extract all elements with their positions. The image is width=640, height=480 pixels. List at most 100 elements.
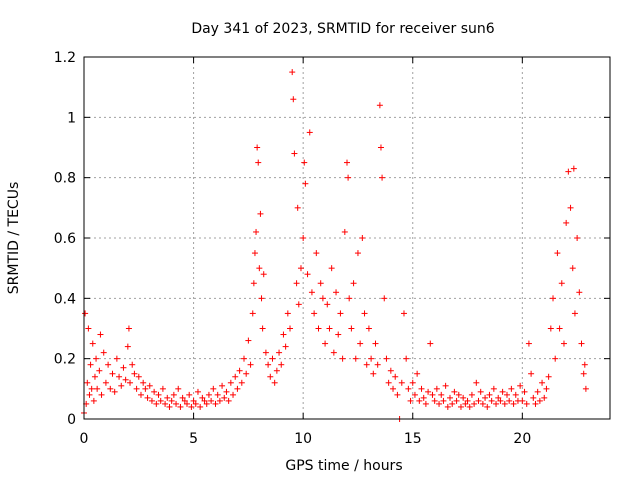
data-point [429,391,436,398]
data-point [188,403,195,410]
data-point [94,385,101,392]
data-point [523,400,530,407]
data-point [563,219,570,226]
data-point [291,150,298,157]
data-point [256,265,263,272]
data-point [214,391,221,398]
data-point [517,382,524,389]
data-point [455,391,462,398]
data-point [438,391,445,398]
data-point [462,400,469,407]
data-point [558,280,565,287]
data-point [201,397,208,404]
data-point [153,400,160,407]
data-point [282,343,289,350]
data-point [376,102,383,109]
chart-title: Day 341 of 2023, SRMTID for receiver sun… [191,21,494,37]
data-point [528,370,535,377]
data-point [258,295,265,302]
data-point [466,403,473,410]
plot-frame [83,56,611,420]
data-point [203,400,210,407]
data-point [111,388,118,395]
data-point [409,379,416,386]
data-point [93,355,100,362]
data-point [387,367,394,374]
data-point [107,385,114,392]
data-point [100,349,107,356]
data-point [159,385,166,392]
data-point [212,400,219,407]
data-point [190,397,197,404]
data-point [273,367,280,374]
data-point [532,400,539,407]
data-point [501,400,508,407]
data-point [311,310,318,317]
data-point [255,159,262,166]
data-point [271,379,278,386]
data-point [460,394,467,401]
data-points [81,69,589,422]
data-point [276,349,283,356]
data-point [539,379,546,386]
data-point [192,400,199,407]
data-point [179,394,186,401]
data-point [294,204,301,211]
data-point [247,361,254,368]
data-point [547,325,554,332]
data-point [260,271,267,278]
data-point [253,228,260,235]
data-point [447,394,454,401]
data-point [484,403,491,410]
data-point [582,385,589,392]
data-point [433,385,440,392]
data-point [497,397,504,404]
data-point [216,397,223,404]
data-point [142,385,149,392]
y-tick-label: 0.2 [54,352,76,368]
data-point [473,379,480,386]
data-point [574,235,581,241]
data-point [348,325,355,332]
data-point [144,394,151,401]
data-point [352,355,359,362]
data-point [102,379,109,386]
data-point [350,280,357,287]
x-tick-label: 15 [404,431,422,447]
data-point [227,379,234,386]
data-point [302,180,309,187]
data-point [570,165,577,172]
data-point [140,379,147,386]
data-point [278,361,285,368]
x-axis-label: GPS time / hours [285,458,402,474]
data-point [464,397,471,404]
data-point [205,391,212,398]
data-point [306,129,313,136]
data-point [471,400,478,407]
data-point [164,394,171,401]
grid-lines [84,57,610,419]
data-point [135,373,142,380]
data-point [354,250,361,257]
data-point [442,382,449,389]
data-point [122,376,129,383]
data-point [250,280,257,287]
data-point [162,400,169,407]
data-point [541,394,548,401]
data-point [151,388,158,395]
data-point [344,159,350,166]
data-point [503,391,510,398]
data-point [251,250,258,257]
data-point [392,373,399,380]
data-point [545,373,552,380]
data-point [414,370,421,377]
data-point [315,325,322,332]
data-point [554,250,561,257]
data-point [324,301,331,308]
data-point [578,340,585,347]
data-point [341,228,348,235]
data-point [493,400,500,407]
data-point [422,400,429,407]
y-tick-label: 0 [67,412,76,428]
